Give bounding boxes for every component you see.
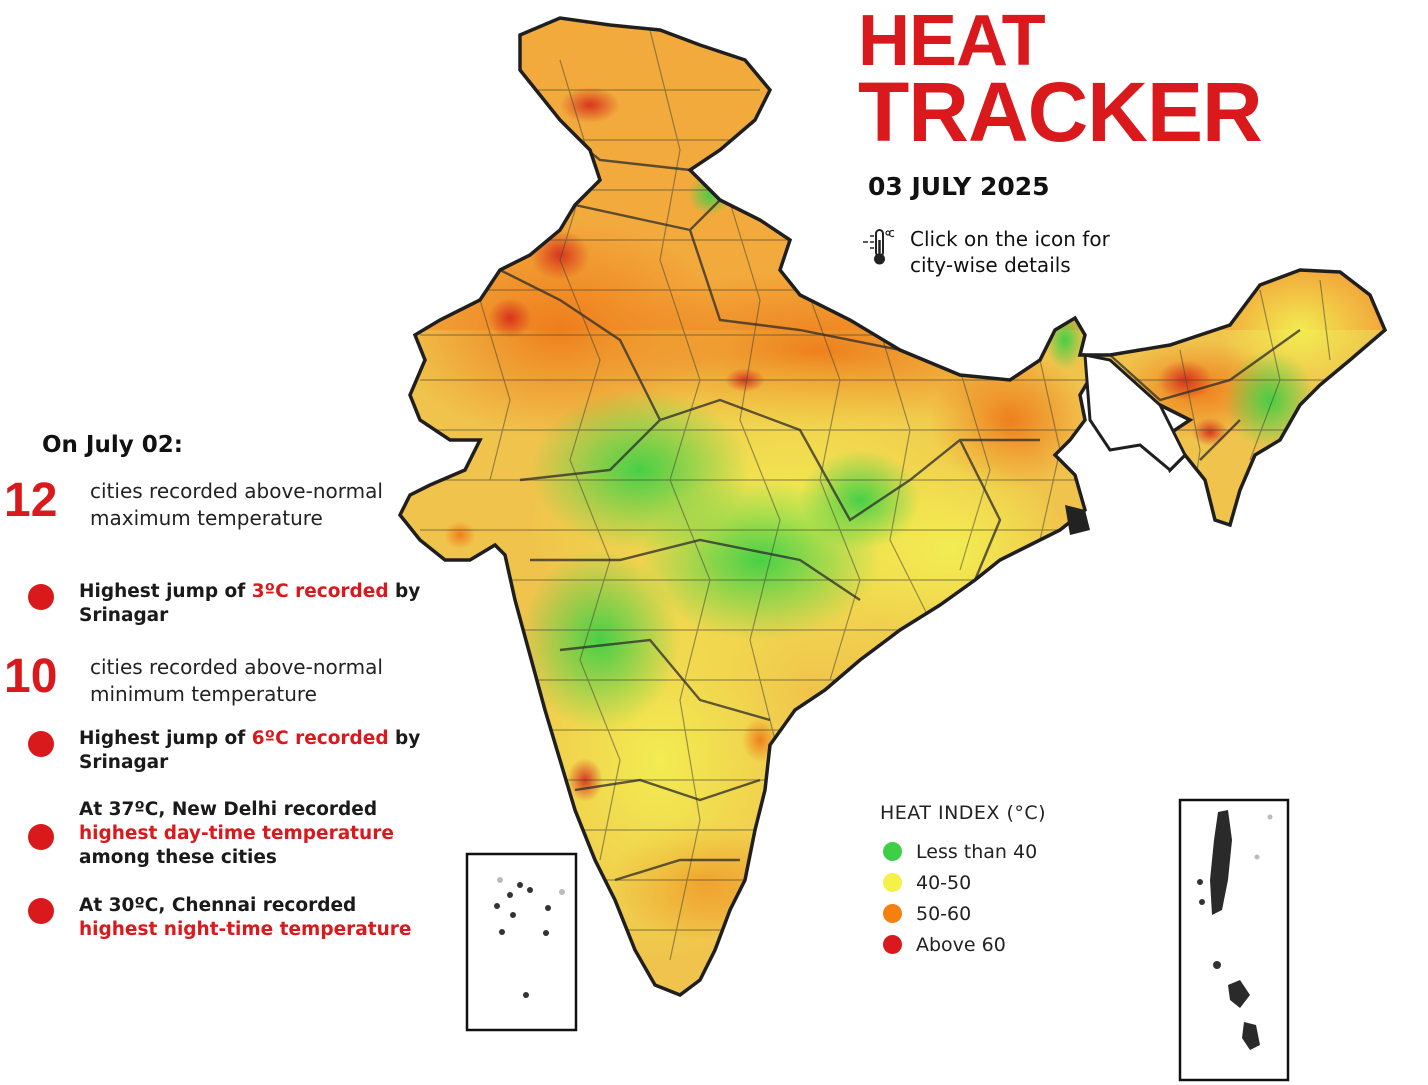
- lakshadweep-inset: [465, 852, 578, 1032]
- stat-number: 10: [4, 650, 58, 703]
- legend-swatch: [883, 904, 902, 923]
- bullet-text: At 37ºC, New Delhi recorded highest day-…: [79, 799, 394, 868]
- bullet-text: At 30ºC, Chennai recorded highest night-…: [79, 895, 412, 940]
- stat-text: cities recorded above-normal maximum tem…: [90, 479, 383, 530]
- hint-text: Click on the icon for city-wise details: [910, 227, 1110, 277]
- legend-label: 40-50: [916, 871, 972, 894]
- legend-item: 40-50: [880, 867, 1046, 898]
- bullet-item: At 30ºC, Chennai recorded highest night-…: [28, 894, 439, 942]
- bullet-item: Highest jump of 3ºC recorded by Srinagar: [28, 580, 439, 628]
- title-line-2: TRACKER: [858, 65, 1263, 160]
- bullet-dot: [28, 731, 54, 757]
- legend-swatch: [883, 842, 902, 861]
- stat-number: 12: [4, 474, 58, 527]
- bullet-dot: [28, 898, 54, 924]
- legend-title: HEAT INDEX (°C): [880, 802, 1047, 824]
- legend-item: Less than 40: [880, 836, 1046, 867]
- andaman-inset: [1178, 798, 1290, 1082]
- heat-index-legend: HEAT INDEX (°C) Less than 40 40-50 50-60…: [880, 802, 1046, 960]
- bullet-item: At 37ºC, New Delhi recorded highest day-…: [28, 798, 409, 870]
- bullet-item: Highest jump of 6ºC recorded by Srinagar: [28, 727, 439, 775]
- summary-heading: On July 02:: [42, 432, 183, 458]
- date-label: 03 JULY 2025: [868, 172, 1050, 201]
- legend-label: 50-60: [916, 902, 972, 925]
- bullet-text: Highest jump of 3ºC recorded by Srinagar: [79, 581, 421, 626]
- legend-label: Above 60: [916, 933, 1006, 956]
- bullet-text: Highest jump of 6ºC recorded by Srinagar: [79, 728, 421, 773]
- legend-swatch: [883, 873, 902, 892]
- title-line-1: HEAT: [858, 1, 1046, 81]
- legend-label: Less than 40: [916, 840, 1038, 863]
- stat-max-temp: 12 cities recorded above-normal maximum …: [0, 474, 390, 532]
- thermometer-icon[interactable]: [862, 226, 898, 268]
- bullet-dot: [28, 824, 54, 850]
- stat-text: cities recorded above-normal minimum tem…: [90, 655, 383, 706]
- legend-item: 50-60: [880, 898, 1046, 929]
- summary-panel: On July 02:: [28, 432, 468, 458]
- title-block: HEAT TRACKER: [858, 1, 1263, 160]
- legend-swatch: [883, 935, 902, 954]
- legend-item: Above 60: [880, 929, 1046, 960]
- city-details-hint: Click on the icon for city-wise details: [862, 226, 1150, 278]
- bullet-dot: [28, 584, 54, 610]
- stat-min-temp: 10 cities recorded above-normal minimum …: [0, 650, 390, 708]
